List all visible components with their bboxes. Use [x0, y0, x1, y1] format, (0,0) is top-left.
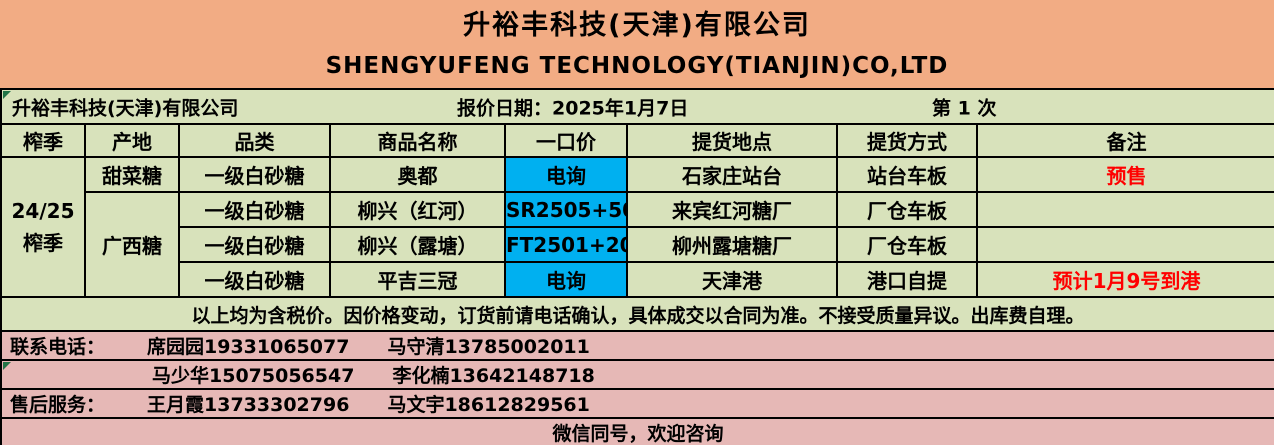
- quote-issue-number: 第 1 次: [932, 97, 997, 119]
- column-header-season: 榨季: [0, 123, 86, 158]
- column-header-remark: 备注: [976, 123, 1274, 158]
- origin-cell: 广西糖: [84, 191, 180, 298]
- company-banner: 升裕丰科技(天津)有限公司 SHENGYUFENG TECHNOLOGY(TIA…: [0, 0, 1274, 88]
- cell-error-indicator-icon: [3, 362, 11, 370]
- cell-error-indicator-icon: [3, 91, 11, 99]
- pickup-method-cell: 厂仓车板: [836, 191, 978, 228]
- contact-row: 联系电话： 席园园19331065077 马守清13785002011: [0, 332, 1274, 361]
- remark-cell: [976, 191, 1274, 228]
- column-header-product: 商品名称: [329, 123, 506, 158]
- season-line-2: 榨季: [23, 231, 63, 255]
- company-name-cn: 升裕丰科技(天津)有限公司: [463, 10, 811, 41]
- table-row: 一级白砂糖 平吉三冠 电询 天津港 港口自提 预计1月9号到港: [1, 261, 1274, 298]
- pickup-method-cell: 站台车板: [836, 156, 978, 193]
- info-company-name: 升裕丰科技(天津)有限公司: [12, 97, 239, 119]
- contact-label: 联系电话：: [10, 336, 106, 358]
- remark-cell: 预售: [976, 156, 1274, 193]
- company-name-en: SHENGYUFENG TECHNOLOGY(TIANJIN)CO,LTD: [325, 53, 949, 79]
- price-cell: 电询: [504, 261, 628, 298]
- season-line-1: 24/25: [11, 199, 75, 223]
- aftersales-row: 售后服务： 王月霞13733302796 马文宇18612829561: [0, 390, 1274, 419]
- table-row: 一级白砂糖 柳兴（露塘） FT2501+20 柳州露塘糖厂 厂仓车板: [1, 226, 1274, 263]
- info-bar: 升裕丰科技(天津)有限公司 报价日期：2025年1月7日 第 1 次: [0, 88, 1274, 123]
- pickup-location-cell: 来宾红河糖厂: [626, 191, 838, 228]
- table-header-row: 榨季 产地 品类 商品名称 一口价 提货地点 提货方式 备注: [0, 123, 1274, 158]
- origin-cell: 甜菜糖: [84, 156, 180, 193]
- terms-note-text: 以上均为含税价。因价格变动，订货前请电话确认，具体成交以合同为准。不接受质量异议…: [191, 304, 1085, 327]
- contact-entry: 马少华15075056547: [152, 365, 355, 387]
- column-header-pickup-location: 提货地点: [626, 123, 838, 158]
- season-cell: 24/25 榨季: [0, 156, 86, 298]
- price-cell: SR2505+50: [504, 191, 628, 228]
- contact-entry: 王月霞13733302796: [147, 394, 350, 416]
- pickup-location-cell: 柳州露塘糖厂: [626, 226, 838, 263]
- product-cell: 平吉三冠: [329, 261, 506, 298]
- contact-entry: 马守清13785002011: [387, 336, 590, 358]
- price-table: 榨季 产地 品类 商品名称 一口价 提货地点 提货方式 备注 24/25 榨季 …: [0, 123, 1274, 298]
- product-cell: 柳兴（红河）: [329, 191, 506, 228]
- category-cell: 一级白砂糖: [178, 226, 331, 263]
- column-header-price: 一口价: [504, 123, 628, 158]
- terms-note: 以上均为含税价。因价格变动，订货前请电话确认，具体成交以合同为准。不接受质量异议…: [0, 298, 1274, 332]
- category-cell: 一级白砂糖: [178, 156, 331, 193]
- wechat-note-row: 微信同号，欢迎咨询: [0, 419, 1274, 445]
- product-cell: 柳兴（露塘）: [329, 226, 506, 263]
- contact-entry: 席园园19331065077: [147, 336, 350, 358]
- table-row: 24/25 榨季 甜菜糖 一级白砂糖 奥都 电询 石家庄站台 站台车板 预售: [0, 156, 1274, 298]
- quote-date: 报价日期：2025年1月7日: [457, 97, 689, 119]
- pickup-location-cell: 石家庄站台: [626, 156, 838, 193]
- contact-row-2: 马少华15075056547 李化楠13642148718: [0, 361, 1274, 390]
- product-cell: 奥都: [329, 156, 506, 193]
- contact-entry: 李化楠13642148718: [392, 365, 595, 387]
- pickup-method-cell: 厂仓车板: [836, 226, 978, 263]
- column-header-category: 品类: [178, 123, 331, 158]
- remark-cell: 预计1月9号到港: [976, 261, 1274, 298]
- table-row: 广西糖 一级白砂糖 柳兴（红河） SR2505+50 来宾红河糖厂 厂仓车板: [1, 191, 1274, 298]
- aftersales-label: 售后服务：: [10, 394, 106, 416]
- pickup-method-cell: 港口自提: [836, 261, 978, 298]
- column-header-origin: 产地: [84, 123, 180, 158]
- pickup-location-cell: 天津港: [626, 261, 838, 298]
- contact-entry: 马文宇18612829561: [387, 394, 590, 416]
- column-header-pickup-method: 提货方式: [836, 123, 978, 158]
- price-cell: 电询: [504, 156, 628, 193]
- wechat-note-text: 微信同号，欢迎咨询: [552, 423, 724, 445]
- remark-cell: [976, 226, 1274, 263]
- category-cell: 一级白砂糖: [178, 191, 331, 228]
- price-cell: FT2501+20: [504, 226, 628, 263]
- category-cell: 一级白砂糖: [178, 261, 331, 298]
